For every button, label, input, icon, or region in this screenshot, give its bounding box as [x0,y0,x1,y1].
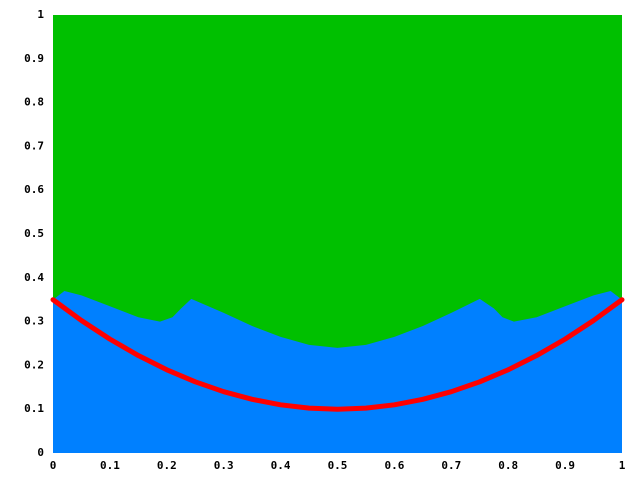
y-tick-label: 0.1 [24,402,44,415]
y-tick-label: 0.4 [24,271,44,284]
y-tick-label: 1 [37,8,44,21]
y-tick-label: 0.6 [24,183,44,196]
y-tick-label: 0.5 [24,227,44,240]
x-tick-label: 0.9 [555,459,575,472]
y-tick-label: 0.9 [24,52,44,65]
line [50,297,625,412]
x-tick-label: 0.2 [157,459,177,472]
x-tick-label: 0.1 [100,459,120,472]
y-tick-label: 0.7 [24,139,44,152]
y-tick-label: 0 [37,446,44,459]
x-tick-label: 0.4 [271,459,291,472]
x-tick-label: 1 [619,459,626,472]
area [53,290,622,453]
x-tick-label: 0.5 [328,459,348,472]
x-tick-label: 0.8 [498,459,518,472]
x-tick-label: 0.6 [384,459,404,472]
x-tick-label: 0 [50,459,57,472]
y-tick-label: 0.2 [24,358,44,371]
x-tick-label: 0.7 [441,459,461,472]
y-tick-label: 0.8 [24,96,44,109]
x-tick-label: 0.3 [214,459,234,472]
y-tick-label: 0.3 [24,315,44,328]
